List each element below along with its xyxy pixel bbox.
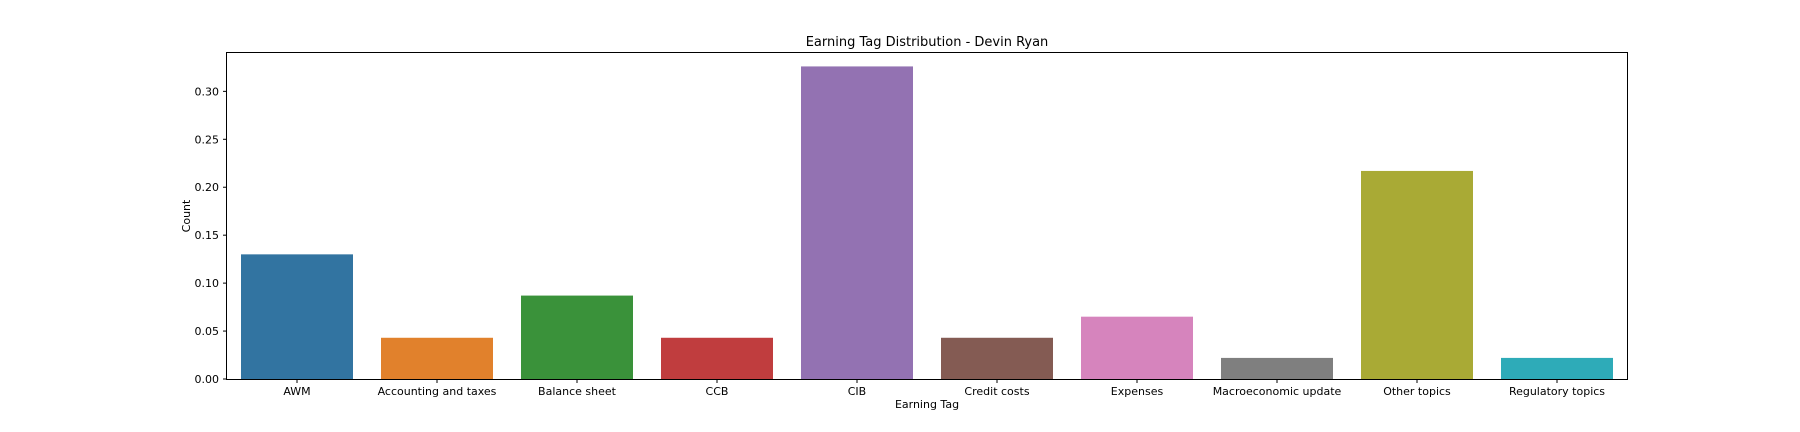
x-tick-label: Regulatory topics bbox=[1509, 385, 1605, 398]
bar-credit-costs bbox=[941, 337, 1053, 379]
bar-cib bbox=[801, 66, 913, 380]
bar-accounting-and-taxes bbox=[381, 337, 493, 379]
x-tick-label: Credit costs bbox=[964, 385, 1029, 398]
bar-awm bbox=[241, 254, 353, 379]
bar-balance-sheet bbox=[521, 295, 633, 379]
y-tick-label: 0.15 bbox=[195, 229, 220, 242]
x-tick-label: AWM bbox=[283, 385, 310, 398]
bar-regulatory-topics bbox=[1501, 357, 1613, 379]
y-tick-label: 0.30 bbox=[195, 85, 220, 98]
y-tick-label: 0.10 bbox=[195, 277, 220, 290]
x-tick-label: CIB bbox=[848, 385, 866, 398]
plot-area: 0.00 0.05 0.10 0.15 0.20 0.25 0.30 AWM Accountin… bbox=[195, 66, 1613, 398]
x-tick-label: CCB bbox=[706, 385, 729, 398]
x-tick-label: Balance sheet bbox=[538, 385, 617, 398]
x-tick-label: Expenses bbox=[1111, 385, 1164, 398]
y-tick-label: 0.00 bbox=[195, 373, 220, 386]
y-tick-label: 0.20 bbox=[195, 181, 220, 194]
chart-title: Earning Tag Distribution - Devin Ryan bbox=[806, 35, 1049, 50]
x-tick-label: Other topics bbox=[1383, 385, 1451, 398]
bar-other-topics bbox=[1361, 170, 1473, 379]
x-axis-label: Earning Tag bbox=[895, 398, 959, 411]
bar-ccb bbox=[661, 337, 773, 379]
bar-expenses bbox=[1081, 316, 1193, 379]
plot-frame bbox=[226, 52, 1628, 380]
y-tick-label: 0.25 bbox=[195, 133, 220, 146]
bar-macroeconomic-update bbox=[1221, 357, 1333, 379]
y-axis-label: Count bbox=[180, 199, 193, 232]
x-tick-label: Accounting and taxes bbox=[378, 385, 497, 398]
y-tick-label: 0.05 bbox=[195, 325, 220, 338]
x-tick-label: Macroeconomic update bbox=[1213, 385, 1342, 398]
